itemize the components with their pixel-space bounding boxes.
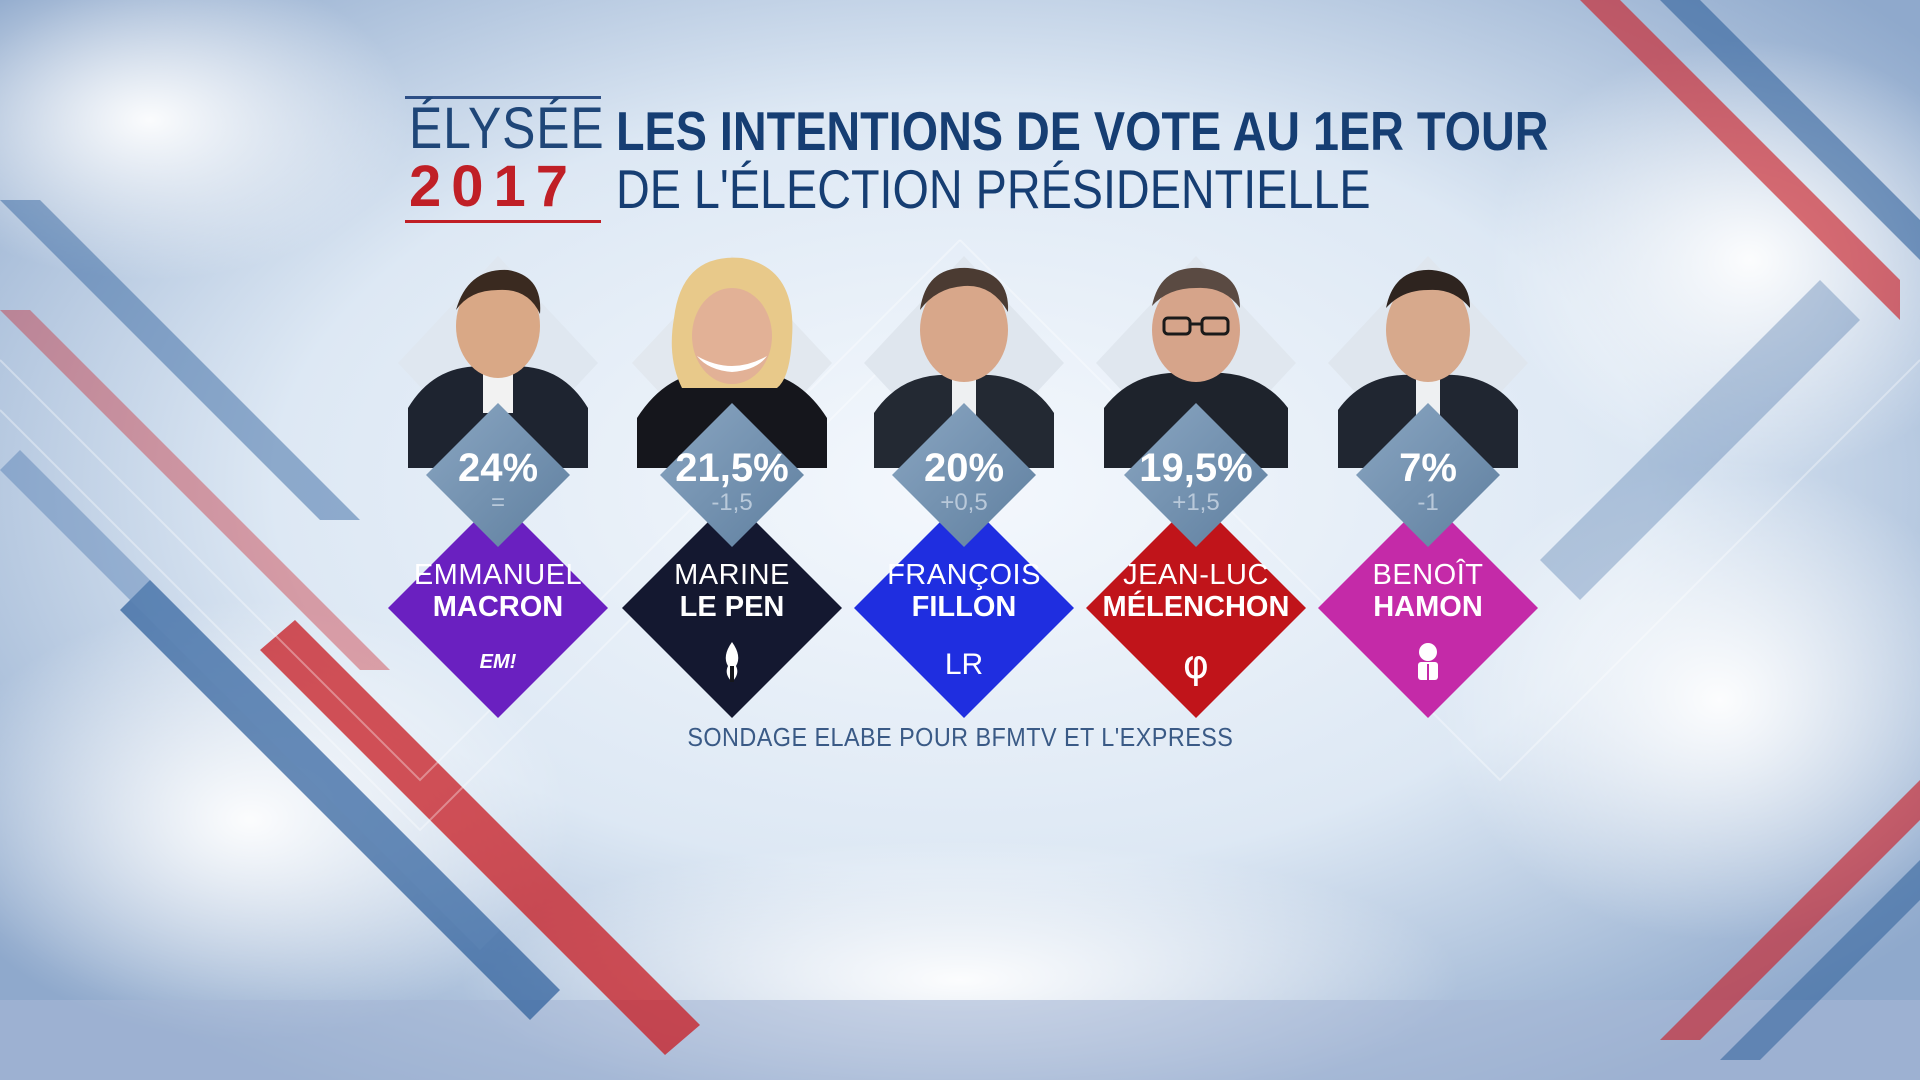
brand-top-rule [405, 96, 601, 99]
percent-change: +0,5 [940, 489, 988, 516]
brand-line-elysee: ÉLYSÉE [409, 96, 605, 161]
party-mark: φ [1183, 642, 1209, 686]
first-name: FRANÇOIS [887, 559, 1041, 591]
last-name: MACRON [432, 591, 564, 623]
brand-bottom-rule [405, 220, 601, 223]
candidate-card-fillon: 20% +0,5 FRANÇOIS FILLON LR [844, 248, 1084, 718]
percent-change: -1,5 [711, 489, 753, 516]
percent-change: +1,5 [1172, 489, 1220, 516]
first-name: BENOÎT [1372, 559, 1484, 591]
percent-change: -1 [1417, 489, 1439, 516]
percent-value: 21,5% [675, 446, 789, 490]
lr-logo: LR [934, 636, 994, 686]
en-marche-logo: EM! [468, 636, 528, 686]
percent-value: 7% [1399, 446, 1457, 490]
flame-icon [702, 636, 762, 686]
candidate-card-melenchon: 19,5% +1,5 JEAN-LUC MÉLENCHON φ [1076, 248, 1316, 718]
percent-value: 19,5% [1139, 446, 1253, 490]
first-name: EMMANUEL [413, 559, 583, 591]
title-line-1: LES INTENTIONS DE VOTE AU 1ER TOUR [616, 100, 1549, 162]
candidate-card-hamon: 7% -1 BENOÎT HAMON [1308, 248, 1548, 718]
percent-value: 20% [923, 446, 1005, 490]
last-name: MÉLENCHON [1102, 591, 1290, 623]
title-line-2: DE L'ÉLECTION PRÉSIDENTIELLE [616, 158, 1371, 220]
phi-icon: φ [1166, 636, 1226, 686]
party-mark: EM! [480, 651, 517, 673]
candidate-card-le-pen: 21,5% -1,5 MARINE LE PEN [612, 248, 852, 718]
last-name: LE PEN [679, 591, 785, 623]
first-name: MARINE [674, 559, 790, 591]
poll-source: SONDAGE ELABE POUR BFMTV ET L'EXPRESS [686, 722, 1234, 752]
ps-rose-icon [1398, 636, 1458, 686]
percent-value: 24% [457, 446, 539, 490]
first-name: JEAN-LUC [1123, 559, 1269, 591]
brand-line-year: 2017 [409, 154, 579, 219]
party-mark: LR [945, 648, 983, 681]
last-name: HAMON [1373, 591, 1483, 623]
candidate-photo-melenchon [1076, 248, 1316, 468]
candidate-photo-macron [378, 248, 618, 468]
last-name: FILLON [911, 591, 1017, 623]
percent-change: = [490, 489, 505, 516]
candidate-card-macron: 24% = EMMANUEL MACRON EM! [378, 248, 618, 718]
